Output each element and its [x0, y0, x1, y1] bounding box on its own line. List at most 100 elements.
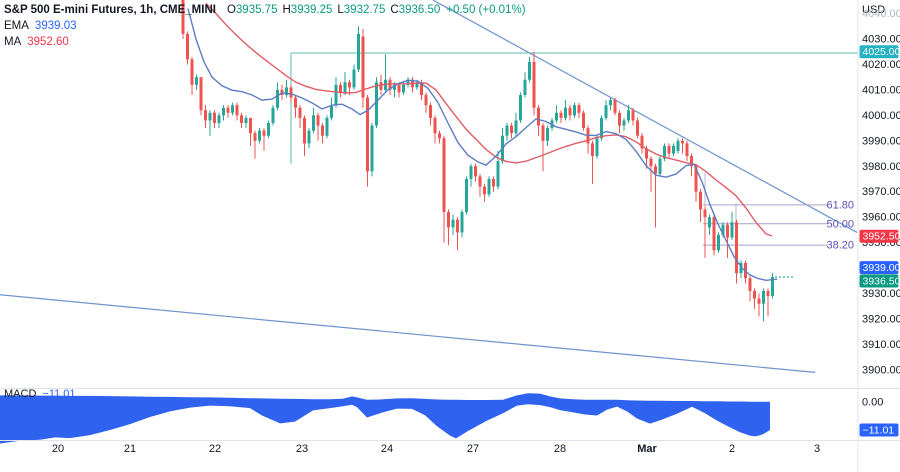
candle [478, 173, 482, 197]
candle-body [649, 158, 653, 167]
candle-body [330, 105, 333, 118]
macd-area [0, 393, 770, 444]
candle [573, 102, 576, 118]
time-tick-label: 20 [52, 443, 64, 455]
candle [672, 143, 675, 157]
candle [496, 150, 500, 190]
candle-body [298, 107, 302, 118]
change-value: +0.50 (+0.01%) [446, 4, 526, 16]
candle [195, 74, 198, 90]
ma-line[interactable] [205, 2, 773, 237]
candle-body [321, 125, 324, 136]
candle [258, 128, 261, 144]
candle [627, 105, 630, 123]
candle [532, 51, 536, 116]
time-tick-label: 27 [467, 443, 479, 455]
ema-line[interactable] [187, 8, 778, 282]
price-tick-label: 4030.00 [862, 34, 900, 46]
candle-body [294, 97, 297, 108]
candle [204, 105, 207, 129]
lower-trendline[interactable] [0, 294, 816, 373]
candle [330, 97, 333, 121]
candle [339, 82, 342, 98]
candle-body [708, 217, 711, 228]
candle [469, 163, 473, 187]
candle [393, 82, 396, 98]
candle-body [766, 290, 770, 297]
candle-body [366, 97, 369, 172]
candle [343, 72, 347, 95]
candle-body [429, 105, 432, 118]
candle [717, 232, 720, 253]
candle [267, 120, 270, 139]
candle-body [564, 107, 567, 118]
time-tick-label: Mar [637, 443, 657, 455]
macd-label: MACD [4, 388, 37, 400]
price-label-badge: −11.01 [859, 423, 899, 437]
candle-body [474, 166, 477, 177]
ma-legend-row[interactable]: MA 3952.60 [4, 34, 526, 50]
candle-body [433, 117, 437, 134]
fib-retracement[interactable]: 61.80 50.00 38.20 [703, 172, 854, 252]
candle [321, 122, 324, 144]
candle [199, 77, 203, 116]
time-tick-label: 3 [814, 443, 820, 455]
candle [699, 189, 702, 223]
candle [384, 54, 387, 93]
price-tick-label: 3990.00 [862, 135, 900, 147]
candle-body [249, 117, 252, 134]
candle [253, 130, 257, 159]
symbol-legend: S&P 500 E-mini Futures, 1h, CME_MINI O393… [4, 2, 526, 50]
symbol-title[interactable]: S&P 500 E-mini Futures, 1h, CME_MINI [4, 4, 216, 16]
price-label-badge: 4025.00 [859, 45, 900, 59]
candle [564, 100, 567, 121]
candle [357, 26, 360, 73]
candle-body [406, 79, 410, 85]
candle [577, 102, 581, 118]
candle [487, 176, 491, 197]
candle-body [424, 94, 428, 106]
time-tick-label: 2 [729, 443, 735, 455]
candle-body [352, 69, 356, 88]
candle [595, 135, 599, 159]
price-tick-label: 4000.00 [862, 110, 900, 122]
time-axis[interactable]: 20 21 22 23 24 27 28 Mar 2 3 [52, 443, 820, 455]
candle [312, 107, 315, 134]
candle [537, 105, 540, 136]
candle [514, 112, 518, 136]
candle-body [312, 115, 315, 131]
candle-body [658, 158, 662, 174]
candle [712, 214, 716, 256]
candle-body [465, 178, 468, 213]
candle-body [613, 100, 617, 113]
candle-body [667, 145, 671, 154]
candle-body [208, 112, 212, 121]
candle [456, 217, 459, 251]
candle-body [348, 82, 351, 88]
candle [766, 288, 770, 317]
candle [244, 115, 248, 129]
candle [528, 56, 531, 83]
macd-legend-row[interactable]: MACD −11.01 [4, 388, 76, 400]
candle-body [226, 107, 230, 113]
candle [397, 82, 401, 98]
candle-body [663, 145, 666, 159]
candle-body [712, 217, 716, 251]
symbol-info-row[interactable]: S&P 500 E-mini Futures, 1h, CME_MINI O393… [4, 2, 526, 18]
descending-trendline[interactable] [432, 0, 858, 233]
candle [249, 117, 252, 146]
time-tick-label: 22 [209, 443, 221, 455]
chart-drawings[interactable] [0, 0, 858, 373]
candle-body [532, 61, 536, 108]
candle-body [694, 166, 698, 192]
macd-zero-label: 0.00 [862, 397, 883, 409]
ema-legend-row[interactable]: EMA 3939.03 [4, 18, 526, 34]
candle-body [267, 122, 270, 136]
candle [559, 110, 563, 123]
candle-body [582, 112, 585, 129]
candle-body [442, 138, 446, 213]
candle [235, 102, 239, 121]
